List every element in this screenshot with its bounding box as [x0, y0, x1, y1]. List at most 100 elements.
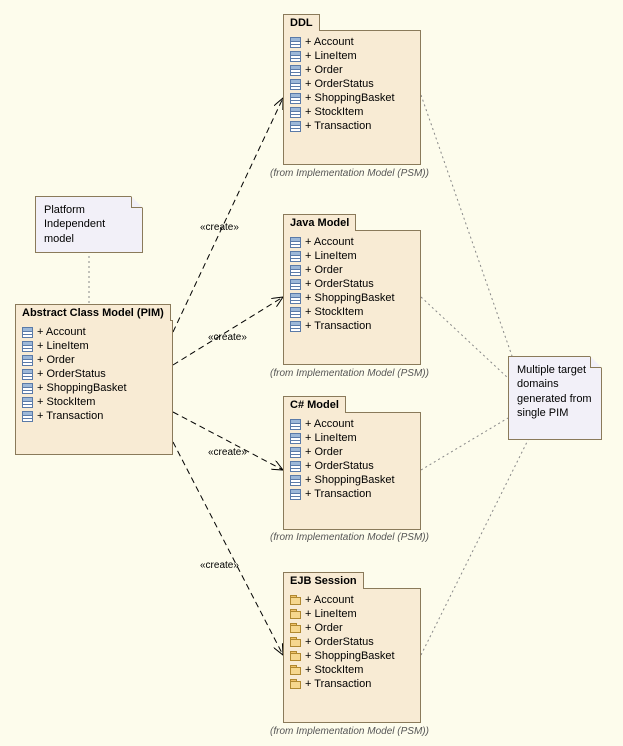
create-dependency: [173, 98, 283, 332]
package-title: Abstract Class Model (PIM): [15, 304, 171, 321]
list-item: + ShoppingBasket: [22, 381, 166, 395]
list-item: + Transaction: [290, 319, 414, 333]
list-item: + LineItem: [290, 249, 414, 263]
class-icon: [290, 475, 301, 486]
class-icon: [290, 307, 301, 318]
class-icon: [290, 461, 301, 472]
list-item: + StockItem: [22, 395, 166, 409]
package-icon: [290, 665, 301, 675]
package-icon: [290, 651, 301, 661]
item-label: LineItem: [314, 50, 356, 62]
list-item: + ShoppingBasket: [290, 649, 414, 663]
note-link: [421, 440, 528, 655]
item-label: ShoppingBasket: [314, 650, 394, 662]
note-fold-icon: [131, 196, 143, 208]
list-item: + Transaction: [290, 119, 414, 133]
item-label: Account: [314, 594, 354, 606]
package-title: DDL: [283, 14, 320, 31]
list-item: + OrderStatus: [290, 459, 414, 473]
list-item: + Order: [290, 445, 414, 459]
package-body: + Account+ LineItem+ Order+ OrderStatus+…: [284, 589, 420, 697]
list-item: + Transaction: [290, 487, 414, 501]
note-text: Multiple target domains generated from s…: [517, 363, 593, 420]
item-label: Transaction: [314, 678, 371, 690]
item-label: ShoppingBasket: [314, 474, 394, 486]
item-label: Account: [314, 236, 354, 248]
package-icon: [290, 623, 301, 633]
item-label: Transaction: [46, 410, 103, 422]
class-icon: [290, 447, 301, 458]
class-icon: [290, 419, 301, 430]
class-icon: [22, 327, 33, 338]
list-item: + OrderStatus: [22, 367, 166, 381]
package-icon: [290, 595, 301, 605]
from-label: (from Implementation Model (PSM)): [270, 532, 429, 543]
class-icon: [290, 79, 301, 90]
package-body: + Account+ LineItem+ Order+ OrderStatus+…: [284, 413, 420, 507]
class-icon: [22, 397, 33, 408]
item-label: Order: [46, 354, 74, 366]
from-label: (from Implementation Model (PSM)): [270, 168, 429, 179]
create-dependency: [173, 297, 283, 365]
item-label: Account: [314, 418, 354, 430]
item-label: Order: [314, 64, 342, 76]
class-icon: [290, 251, 301, 262]
package-icon: [290, 609, 301, 619]
class-icon: [290, 93, 301, 104]
item-label: OrderStatus: [314, 460, 373, 472]
item-label: StockItem: [314, 664, 363, 676]
list-item: + Transaction: [22, 409, 166, 423]
create-stereotype-label: «create»: [208, 332, 247, 343]
item-label: OrderStatus: [46, 368, 105, 380]
item-label: ShoppingBasket: [314, 292, 394, 304]
package-title: Java Model: [283, 214, 356, 231]
list-item: + OrderStatus: [290, 635, 414, 649]
package-body: + Account+ LineItem+ Order+ OrderStatus+…: [284, 31, 420, 139]
list-item: + StockItem: [290, 105, 414, 119]
item-label: Order: [314, 622, 342, 634]
item-label: ShoppingBasket: [314, 92, 394, 104]
item-label: LineItem: [314, 432, 356, 444]
class-icon: [290, 51, 301, 62]
create-stereotype-label: «create»: [200, 560, 239, 571]
class-icon: [290, 279, 301, 290]
class-icon: [290, 265, 301, 276]
targets-note: Multiple target domains generated from s…: [508, 356, 602, 440]
list-item: + ShoppingBasket: [290, 291, 414, 305]
package-c-model: C# Model+ Account+ LineItem+ Order+ Orde…: [283, 412, 421, 530]
package-icon: [290, 679, 301, 689]
list-item: + Account: [290, 417, 414, 431]
list-item: + StockItem: [290, 663, 414, 677]
note-link: [421, 418, 508, 470]
class-icon: [290, 37, 301, 48]
package-ejb-session: EJB Session+ Account+ LineItem+ Order+ O…: [283, 588, 421, 723]
list-item: + Order: [290, 621, 414, 635]
list-item: + Order: [290, 63, 414, 77]
create-stereotype-label: «create»: [208, 447, 247, 458]
item-label: Order: [314, 446, 342, 458]
item-label: StockItem: [46, 396, 95, 408]
create-dependency: [173, 442, 283, 655]
note-text: Platform Independent model: [44, 203, 134, 246]
item-label: LineItem: [314, 608, 356, 620]
item-label: OrderStatus: [314, 278, 373, 290]
item-label: Transaction: [314, 120, 371, 132]
class-icon: [290, 121, 301, 132]
item-label: Transaction: [314, 488, 371, 500]
list-item: + Account: [290, 35, 414, 49]
package-abstract-class-model-pim-: Abstract Class Model (PIM)+ Account+ Lin…: [15, 320, 173, 455]
list-item: + OrderStatus: [290, 77, 414, 91]
item-label: OrderStatus: [314, 636, 373, 648]
class-icon: [22, 355, 33, 366]
class-icon: [290, 433, 301, 444]
item-label: Account: [46, 326, 86, 338]
note-link: [421, 297, 508, 378]
class-icon: [290, 65, 301, 76]
list-item: + Account: [290, 235, 414, 249]
note-fold-icon: [590, 356, 602, 368]
item-label: OrderStatus: [314, 78, 373, 90]
list-item: + StockItem: [290, 305, 414, 319]
list-item: + Order: [22, 353, 166, 367]
package-body: + Account+ LineItem+ Order+ OrderStatus+…: [284, 231, 420, 339]
package-java-model: Java Model+ Account+ LineItem+ Order+ Or…: [283, 230, 421, 365]
